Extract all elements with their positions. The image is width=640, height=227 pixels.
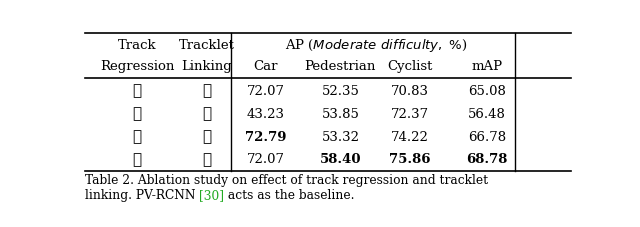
Text: 53.32: 53.32 xyxy=(321,130,360,143)
Text: 43.23: 43.23 xyxy=(247,107,285,120)
Text: Tracklet: Tracklet xyxy=(179,39,234,52)
Text: Pedestrian: Pedestrian xyxy=(305,60,376,73)
Text: 52.35: 52.35 xyxy=(321,85,359,98)
Text: 66.78: 66.78 xyxy=(468,130,506,143)
Text: 75.86: 75.86 xyxy=(389,153,431,166)
Text: ✓: ✓ xyxy=(202,107,211,121)
Text: 58.40: 58.40 xyxy=(319,153,361,166)
Text: 72.07: 72.07 xyxy=(247,85,285,98)
Text: Track: Track xyxy=(118,39,156,52)
Text: ✗: ✗ xyxy=(202,84,211,98)
Text: linking. PV-RCNN: linking. PV-RCNN xyxy=(85,189,199,202)
Text: 56.48: 56.48 xyxy=(468,107,506,120)
Text: AP ($\mathit{Moderate\ difficulty,\ \%}$): AP ($\mathit{Moderate\ difficulty,\ \%}$… xyxy=(285,37,468,54)
Text: 72.37: 72.37 xyxy=(391,107,429,120)
Text: Regression: Regression xyxy=(100,60,174,73)
Text: acts as the baseline.: acts as the baseline. xyxy=(225,189,355,202)
Text: 53.85: 53.85 xyxy=(321,107,359,120)
Text: mAP: mAP xyxy=(471,60,502,73)
Text: Car: Car xyxy=(253,60,278,73)
Text: ✗: ✗ xyxy=(202,130,211,143)
Text: Linking: Linking xyxy=(181,60,232,73)
Text: 65.08: 65.08 xyxy=(468,85,506,98)
Text: ✓: ✓ xyxy=(132,152,141,166)
Text: [30]: [30] xyxy=(199,189,225,202)
Text: ✗: ✗ xyxy=(132,107,141,121)
Text: Table 2. Ablation study on effect of track regression and tracklet: Table 2. Ablation study on effect of tra… xyxy=(85,174,488,187)
Text: 72.07: 72.07 xyxy=(247,153,285,166)
Text: 72.79: 72.79 xyxy=(245,130,287,143)
Text: 70.83: 70.83 xyxy=(391,85,429,98)
Text: ✗: ✗ xyxy=(132,84,141,98)
Text: 74.22: 74.22 xyxy=(391,130,429,143)
Text: Cyclist: Cyclist xyxy=(387,60,433,73)
Text: 68.78: 68.78 xyxy=(466,153,508,166)
Text: ✓: ✓ xyxy=(202,152,211,166)
Text: ✓: ✓ xyxy=(132,130,141,143)
